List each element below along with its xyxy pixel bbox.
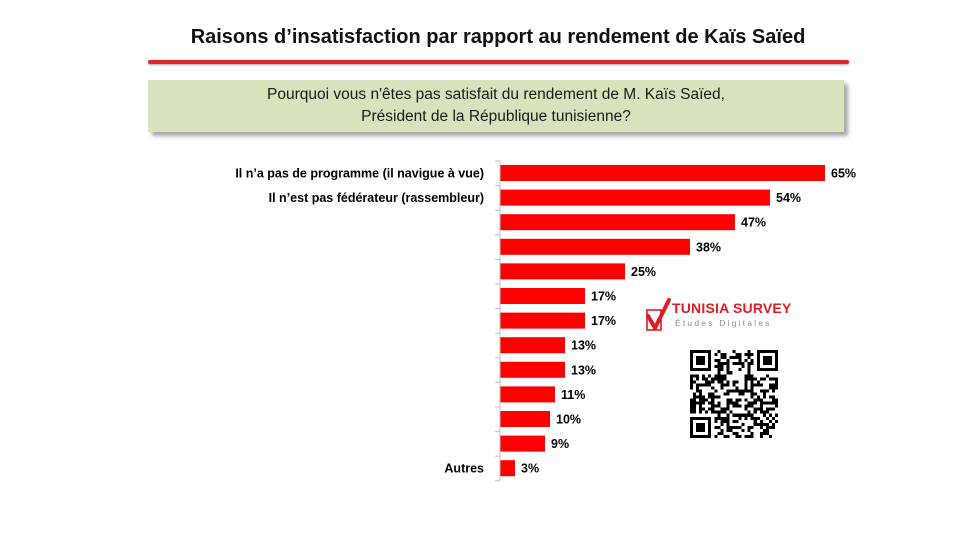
brand-tagline: Études Digitales bbox=[675, 318, 772, 328]
data-label-6: 17% bbox=[591, 290, 616, 304]
data-label-8: 13% bbox=[571, 339, 596, 353]
bar-6 bbox=[500, 288, 585, 304]
data-label-5: 25% bbox=[631, 265, 656, 279]
data-label-13: 3% bbox=[521, 462, 539, 476]
bar-12 bbox=[500, 435, 545, 452]
bar-8 bbox=[500, 337, 565, 354]
category-label-13: Autres bbox=[444, 462, 484, 476]
data-label-1: 65% bbox=[831, 167, 856, 181]
question-line-2: Président de la République tunisienne? bbox=[361, 108, 631, 125]
bar-4 bbox=[500, 238, 690, 255]
data-label-9: 13% bbox=[571, 363, 596, 377]
data-label-2: 54% bbox=[776, 191, 801, 205]
bar-10 bbox=[500, 386, 555, 403]
bar-2 bbox=[500, 189, 770, 206]
data-label-4: 38% bbox=[696, 240, 721, 254]
bar-3 bbox=[500, 214, 735, 231]
data-label-7: 17% bbox=[591, 314, 616, 328]
bar-13 bbox=[500, 460, 515, 477]
data-label-12: 9% bbox=[551, 437, 569, 451]
data-label-11: 10% bbox=[556, 413, 581, 427]
bar-5 bbox=[500, 263, 625, 280]
bar-9 bbox=[500, 361, 565, 378]
category-label-1: Il n’a pas de programme (il navigue à vu… bbox=[235, 167, 484, 181]
title-underline bbox=[148, 60, 849, 64]
bar-7 bbox=[500, 312, 585, 329]
bar-1 bbox=[500, 165, 825, 181]
data-label-10: 11% bbox=[561, 388, 585, 402]
brand-name: TUNISIA SURVEY bbox=[672, 300, 792, 316]
data-label-3: 47% bbox=[741, 216, 766, 230]
brand-logo: TUNISIA SURVEY Études Digitales bbox=[645, 298, 805, 332]
question-line-1: Pourquoi vous n'êtes pas satisfait du re… bbox=[267, 86, 725, 103]
category-label-2: Il n’est pas fédérateur (rassembleur) bbox=[269, 191, 484, 205]
chart-title: Raisons d’insatisfaction par rapport au … bbox=[190, 26, 806, 48]
qr-code-icon bbox=[690, 350, 778, 438]
checkmark-logo-icon bbox=[646, 298, 671, 331]
bar-11 bbox=[500, 411, 550, 427]
question-box: Pourquoi vous n'êtes pas satisfait du re… bbox=[148, 80, 844, 132]
